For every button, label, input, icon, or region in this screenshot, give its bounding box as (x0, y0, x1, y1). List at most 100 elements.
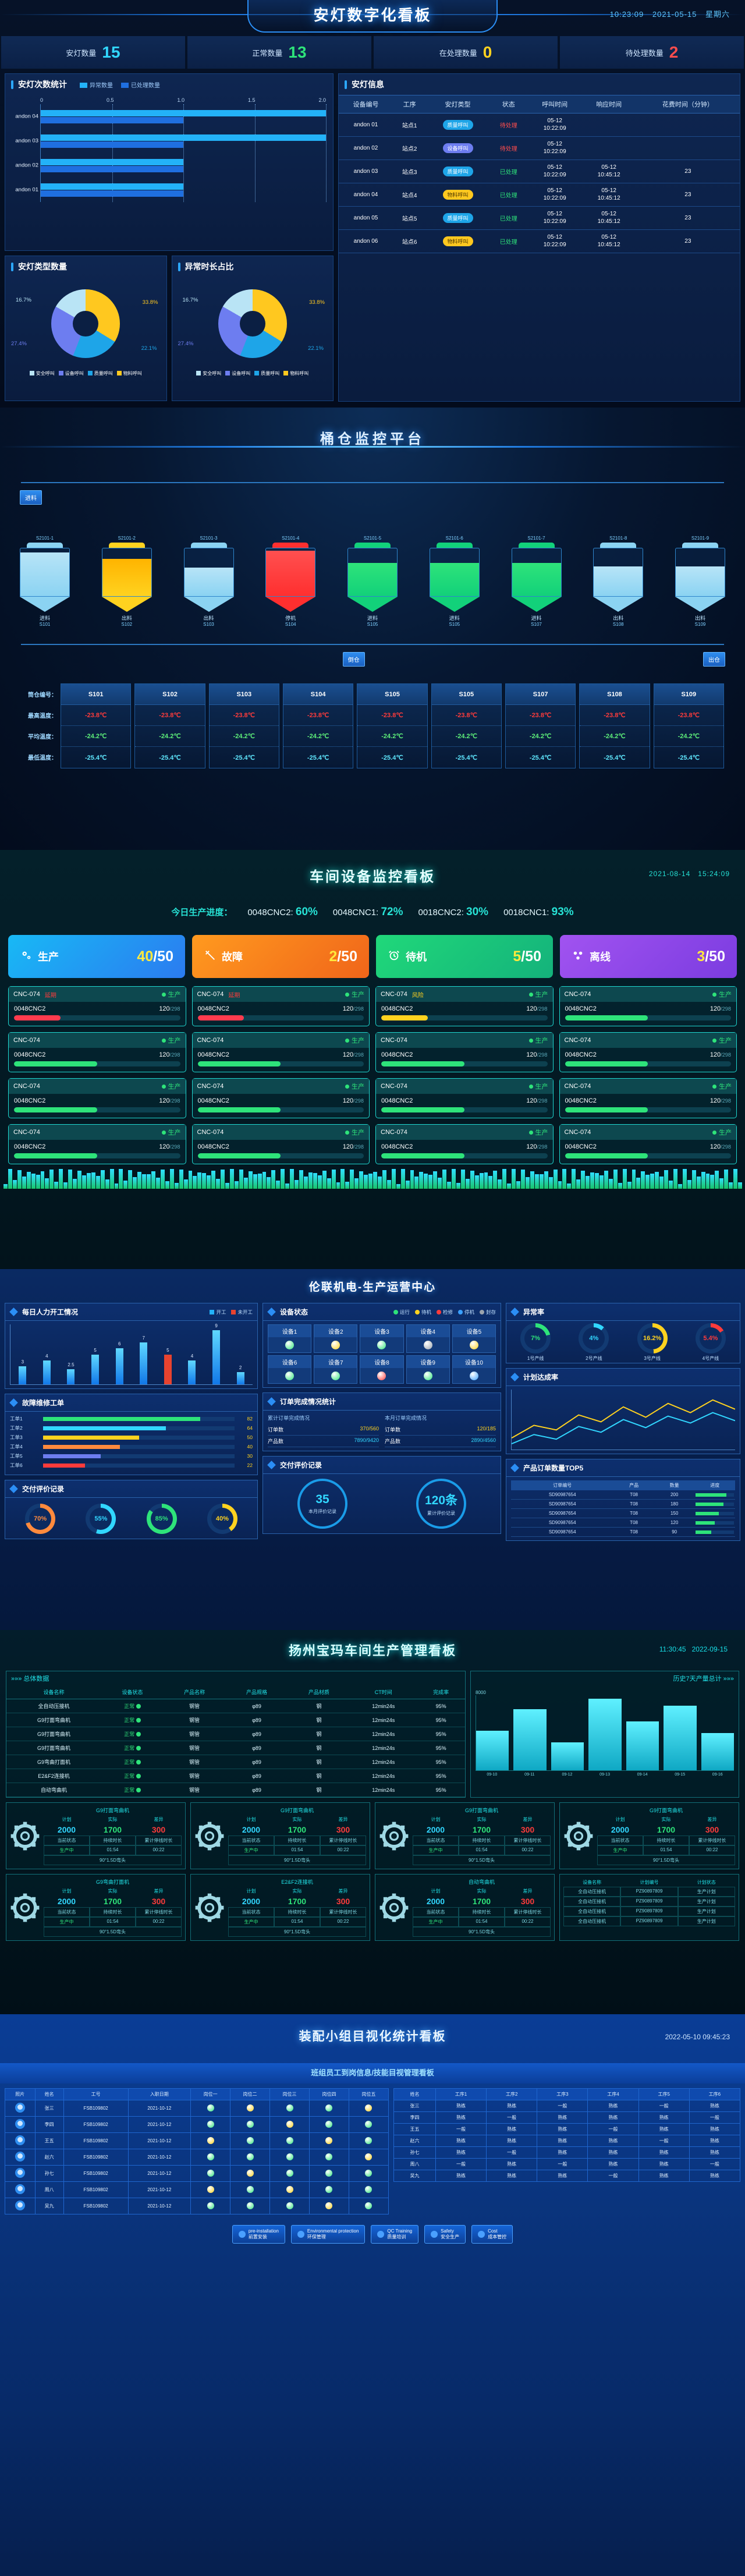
device-name: 设备10 (452, 1356, 495, 1368)
table-row[interactable]: andon 02 站点2 设备呼叫 待处理 05-12 10:22:09 (339, 136, 740, 160)
status-card-待机[interactable]: 待机 5/50 (376, 935, 553, 978)
history-output-title: 历史7天产量总计 »»» (673, 1675, 734, 1682)
workshop-header: 车间设备监控看板 2021-08-14 15:24:09 (0, 850, 745, 906)
silo-unit[interactable]: S2101-4 停机 S104 (265, 536, 316, 629)
status-card-故障[interactable]: 故障 2/50 (192, 935, 369, 978)
abnormal-duration-donut-card: 异常时长占比 16.7% 33.8% 27.4% 22.1% 安全呼叫 设备呼叫质… (171, 256, 334, 401)
andon-count-chart-card: 安灯次数统计 异常数量 已处理数量 0 0.5 1.0 1.5 2.0 andon 04 … (5, 73, 334, 251)
discharge-button[interactable]: 出仓 (703, 652, 725, 667)
silo-cone (183, 597, 234, 612)
device-tile[interactable]: 设备7 (314, 1355, 358, 1384)
device-tile[interactable]: 设备4 (406, 1324, 450, 1353)
transfer-silo-button[interactable]: 倒仓 (342, 652, 365, 667)
device-tile[interactable]: 设备8 (360, 1355, 404, 1384)
equalizer-bar (613, 1169, 618, 1189)
machine-card[interactable]: CNC-074 生产 0048CNC2 120/298 (375, 1124, 554, 1164)
status-dot-icon (286, 2153, 293, 2160)
equalizer-bar (202, 1172, 207, 1189)
status-card-生产[interactable]: 生产 40/50 (8, 935, 185, 978)
machine-card[interactable]: CNC-074 延期 生产 0048CNC2 120/298 (8, 986, 186, 1026)
machine-code: CNC-074 (13, 1083, 40, 1090)
footer-button[interactable]: Safety 安全生产 (424, 2225, 466, 2244)
status-card-离线[interactable]: 离线 3/50 (560, 935, 737, 978)
machine-progress-bar (197, 1153, 364, 1158)
device-tile[interactable]: 设备6 (268, 1355, 312, 1384)
cell-response-time (581, 113, 636, 137)
machine-card[interactable]: CNC-074 风险 生产 0048CNC2 120/298 (375, 986, 554, 1026)
machine-qty: 120/298 (342, 1097, 364, 1104)
gear-num-row: 2000 1700 300 (44, 1895, 182, 1907)
cell-ct-time: 12min24s (350, 1769, 417, 1783)
table-row[interactable]: andon 04 站点4 物料呼叫 已处理 05-12 10:22:09 05-1… (339, 183, 740, 207)
cell-skill-level: 熟练 (587, 2111, 639, 2124)
bar-value-label: 5 (94, 1347, 97, 1353)
machine-card[interactable]: CNC-074 生产 0048CNC2 120/298 (559, 1124, 737, 1164)
gear-sub-state-label: 当前状态 (597, 1836, 643, 1845)
footer-button[interactable]: pre-installation 前置安装 (232, 2225, 285, 2244)
machine-card[interactable]: CNC-074 生产 0048CNC2 120/298 (559, 1032, 737, 1072)
footer-button[interactable]: Environmental protection 环保管理 (290, 2225, 366, 2244)
machine-order-row: 0048CNC2 120/298 (14, 1097, 180, 1104)
silo-unit[interactable]: S2101-8 出料 S108 (593, 536, 644, 629)
cell-skill-level: 熟练 (638, 2111, 690, 2124)
table-row[interactable]: andon 05 站点5 质量呼叫 已处理 05-12 10:22:09 05-1… (339, 206, 740, 230)
machine-card[interactable]: CNC-074 生产 0048CNC2 120/298 (191, 1032, 370, 1072)
machine-progress-bar (565, 1107, 731, 1112)
equalizer-bar (299, 1170, 303, 1189)
silo-unit[interactable]: S2101-2 出料 S102 (101, 536, 152, 629)
machine-total: /298 (537, 1006, 548, 1012)
table-row[interactable]: andon 01 站点1 质量呼叫 待处理 05-12 10:22:09 (339, 113, 740, 137)
type-badge: 设备呼叫 (442, 143, 473, 153)
machine-card[interactable]: CNC-074 生产 0048CNC2 120/298 (8, 1124, 186, 1164)
machine-card-body: 0048CNC2 120/298 (376, 1048, 553, 1072)
silo-unit[interactable]: S2101-6 进料 S105 (429, 536, 480, 629)
legend-swatch (225, 371, 230, 375)
state-dot-icon (136, 1788, 141, 1792)
gear-card-title: G9打面弯曲机 (464, 1808, 498, 1813)
silo-unit[interactable]: S2101-5 进料 S105 (347, 536, 398, 629)
machine-card[interactable]: CNC-074 生产 0048CNC2 120/298 (559, 986, 737, 1026)
plan-device: 全自动压接机 (563, 1897, 621, 1907)
table-row[interactable]: andon 03 站点3 质量呼叫 已处理 05-12 10:22:09 05-1… (339, 160, 740, 183)
equalizer-bar (590, 1172, 594, 1189)
silo-unit[interactable]: S2101-9 出料 S109 (675, 536, 725, 629)
device-tile[interactable]: 设备3 (360, 1324, 404, 1353)
stat-card: 正常数量 13 (187, 36, 371, 69)
equalizer-bar (664, 1170, 668, 1189)
machine-card[interactable]: CNC-074 生产 0048CNC2 120/298 (191, 1124, 370, 1164)
device-tile[interactable]: 设备5 (452, 1324, 496, 1353)
bar-value-label: 7 (142, 1335, 145, 1341)
device-tile[interactable]: 设备9 (406, 1355, 450, 1384)
machine-card[interactable]: CNC-074 生产 0048CNC2 120/298 (559, 1078, 737, 1118)
machine-card[interactable]: CNC-074 生产 0048CNC2 120/298 (8, 1078, 186, 1118)
silo-unit[interactable]: S2101-7 进料 S107 (511, 536, 562, 629)
machine-order-row: 0048CNC2 120/298 (198, 1051, 364, 1058)
silo-body (429, 548, 480, 597)
footer-button-label: Cost 成本管控 (488, 2228, 507, 2240)
footer-button[interactable]: QC Training 质量培训 (371, 2225, 419, 2244)
machine-card[interactable]: CNC-074 生产 0048CNC2 120/298 (8, 1032, 186, 1072)
machine-card[interactable]: CNC-074 延期 生产 0048CNC2 120/298 (191, 986, 370, 1026)
table-row[interactable]: andon 06 站点6 物料呼叫 已处理 05-12 10:22:09 05-1… (339, 229, 740, 253)
bar-value-label: 3 (21, 1359, 24, 1365)
machine-card-body: 0048CNC2 120/298 (376, 1002, 553, 1026)
silo-unit[interactable]: S2101-1 进料 S101 (20, 536, 70, 629)
baoma-column-header: 产品材质 (288, 1685, 350, 1699)
equalizer-bar (123, 1181, 128, 1189)
machine-card[interactable]: CNC-074 生产 0048CNC2 120/298 (375, 1032, 554, 1072)
equalizer-bar (257, 1174, 262, 1189)
machine-order-row: 0048CNC2 120/298 (565, 1143, 732, 1150)
device-tile[interactable]: 设备10 (452, 1355, 496, 1384)
device-tile[interactable]: 设备1 (268, 1324, 312, 1353)
feed-in-button[interactable]: 进料 (20, 490, 42, 505)
cell-post-status (230, 2100, 271, 2117)
silo-unit[interactable]: S2101-3 出料 S103 (183, 536, 234, 629)
device-tile[interactable]: 设备2 (314, 1324, 358, 1353)
machine-card[interactable]: CNC-074 生产 0048CNC2 120/298 (375, 1078, 554, 1118)
footer-button[interactable]: Cost 成本管控 (471, 2225, 513, 2244)
silo-col-avg: -24.2℃ (283, 726, 353, 747)
plan-col-header: 设备名称 (583, 1880, 602, 1885)
machine-card[interactable]: CNC-074 生产 0048CNC2 120/298 (191, 1078, 370, 1118)
cell-name: 周八 (34, 2181, 64, 2198)
machine-order-code: 0048CNC2 (565, 1097, 597, 1104)
